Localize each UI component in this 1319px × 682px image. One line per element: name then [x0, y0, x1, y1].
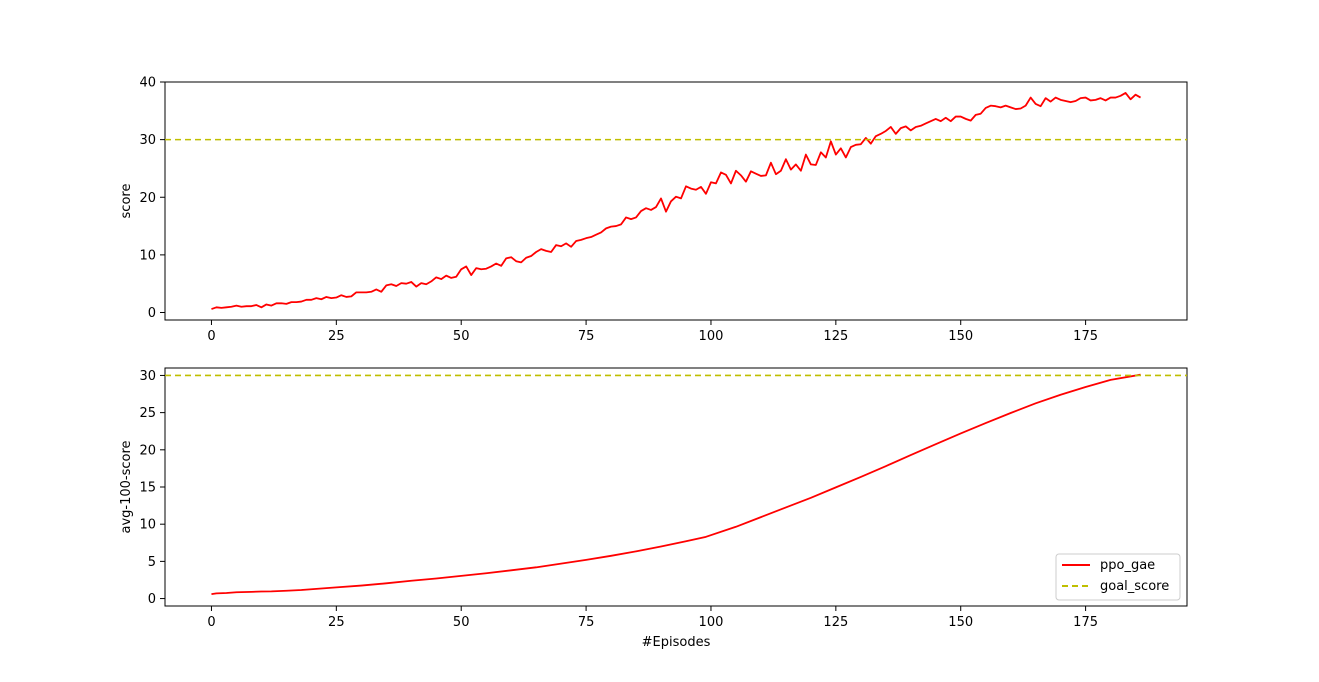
legend-label-goal-score: goal_score — [1100, 579, 1169, 594]
avg-score-plot-ytick-label: 10 — [139, 518, 156, 533]
avg-score-plot-ytick-label: 15 — [139, 481, 156, 496]
avg-score-plot-ytick-label: 5 — [148, 555, 156, 570]
score-plot-xtick-label: 150 — [948, 329, 973, 344]
avg-score-plot-ytick-label: 0 — [148, 592, 156, 607]
avg-score-plot-xtick-label: 25 — [328, 615, 345, 630]
score-plot-xtick-label: 25 — [328, 329, 345, 344]
score-plot-ytick-label: 10 — [139, 248, 156, 263]
score-plot-ytick-label: 20 — [139, 191, 156, 206]
avg-score-plot-xlabel: #Episodes — [642, 635, 711, 650]
score-plot-series-line — [211, 92, 1141, 310]
avg-score-plot-xtick-label: 0 — [207, 615, 215, 630]
score-plot-frame — [164, 81, 1188, 321]
avg-score-plot-ytick-label: 30 — [139, 369, 156, 384]
score-plot-xtick-label: 75 — [578, 329, 595, 344]
score-plot-xtick-label: 175 — [1073, 329, 1098, 344]
avg-score-plot-xtick-label: 150 — [948, 615, 973, 630]
avg-score-plot-frame — [164, 367, 1188, 607]
avg-score-plot-xtick-label: 175 — [1073, 615, 1098, 630]
score-plot-ytick-label: 40 — [139, 76, 156, 91]
avg-score-plot-series-line — [211, 373, 1141, 595]
score-plot-xtick-label: 50 — [453, 329, 470, 344]
score-plot-ylabel: score — [119, 184, 134, 219]
score-plot-xtick-label: 0 — [207, 329, 215, 344]
legend: ppo_gae goal_score — [1055, 553, 1181, 601]
legend-label-ppo-gae: ppo_gae — [1100, 558, 1155, 573]
score-plot-ytick-label: 0 — [148, 306, 156, 321]
score-plot-xtick-label: 100 — [699, 329, 724, 344]
avg-score-plot-ylabel: avg-100-score — [119, 440, 134, 533]
score-plot-xtick-label: 125 — [823, 329, 848, 344]
avg-score-plot-xtick-label: 125 — [823, 615, 848, 630]
avg-score-plot-xtick-label: 50 — [453, 615, 470, 630]
avg-score-plot-xtick-label: 100 — [699, 615, 724, 630]
avg-score-plot-ytick-label: 20 — [139, 443, 156, 458]
score-plot-ytick-label: 30 — [139, 133, 156, 148]
score-plot: 0 25 50 75 100 125 150 175 0 10 20 30 40 score — [119, 76, 1188, 344]
avg-score-plot: 0 25 50 75 100 125 150 175 0 5 10 15 20 25 30 avg-100-… — [119, 367, 1188, 650]
avg-score-plot-xtick-label: 75 — [578, 615, 595, 630]
avg-score-plot-ytick-label: 25 — [139, 406, 156, 421]
